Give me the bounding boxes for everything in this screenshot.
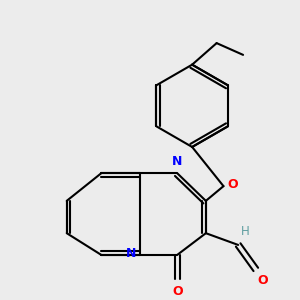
Text: O: O [172,285,183,298]
Text: N: N [125,247,136,260]
Text: N: N [172,155,183,168]
Text: H: H [241,225,250,238]
Text: O: O [257,274,268,287]
Text: O: O [227,178,238,191]
